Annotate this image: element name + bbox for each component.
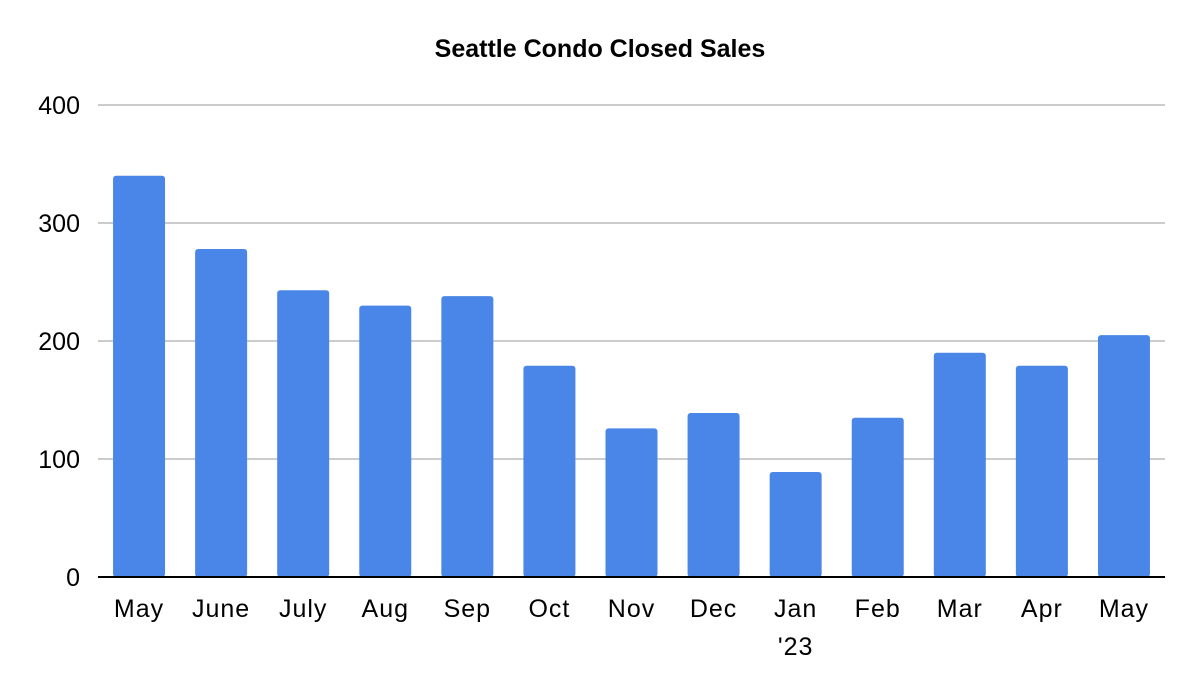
- bar: [687, 412, 740, 577]
- x-tick-label: Mar: [937, 595, 983, 623]
- x-tick-label: June: [192, 595, 250, 623]
- y-tick-label: 100: [38, 446, 80, 474]
- bar: [195, 248, 248, 577]
- y-tick-label: 0: [66, 564, 80, 592]
- bar: [277, 290, 330, 577]
- y-tick-label: 300: [38, 210, 80, 238]
- x-tick-label: July: [279, 595, 327, 623]
- bar: [605, 428, 658, 577]
- y-tick-label: 200: [38, 328, 80, 356]
- x-tick-label: Dec: [690, 595, 737, 623]
- y-tick-label: 400: [38, 92, 80, 120]
- bar: [933, 352, 986, 577]
- bar: [359, 305, 412, 577]
- bar: [1097, 335, 1150, 577]
- x-tick-label: May: [1099, 595, 1149, 623]
- x-tick-label: Nov: [608, 595, 655, 623]
- bar: [851, 417, 904, 577]
- bar: [113, 175, 166, 578]
- chart-title: Seattle Condo Closed Sales: [435, 35, 766, 63]
- x-tick-label: Jan '23: [774, 595, 817, 661]
- x-tick-label: Oct: [528, 595, 570, 623]
- y-axis-tick-labels: 0 100 200 300 400: [38, 92, 80, 592]
- x-tick-label: May: [114, 595, 164, 623]
- bar: [1015, 365, 1068, 577]
- bar: [441, 296, 494, 577]
- bar: [769, 471, 822, 577]
- bar: [523, 365, 576, 577]
- x-tick-label: Sep: [444, 595, 491, 623]
- x-tick-label: Aug: [362, 595, 409, 623]
- x-tick-label: Apr: [1021, 595, 1063, 623]
- x-tick-label: Feb: [855, 595, 901, 623]
- bars: [113, 175, 1150, 578]
- x-axis-category-labels: May June July Aug Sep Oct Nov Dec Jan '23 Feb Mar Ap…: [114, 595, 1149, 661]
- gridlines: [98, 104, 1165, 460]
